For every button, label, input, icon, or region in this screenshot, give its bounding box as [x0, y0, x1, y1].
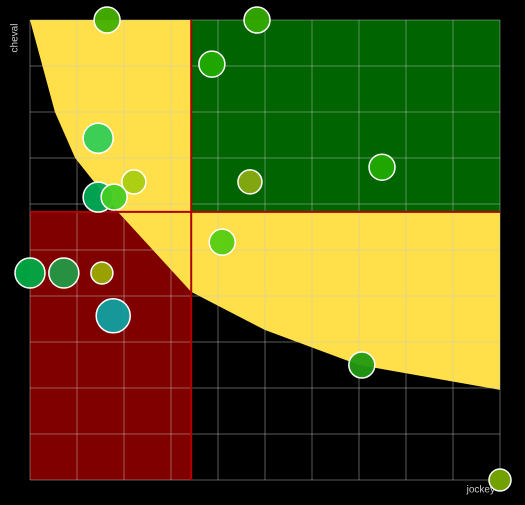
bubble — [121, 169, 147, 195]
x-axis-label: jockey — [466, 485, 495, 496]
bubble — [93, 6, 121, 34]
bubble — [368, 153, 396, 181]
bubble — [48, 257, 80, 289]
bubble — [237, 169, 263, 195]
bubble — [243, 6, 271, 34]
bubble — [82, 122, 114, 154]
bubble — [208, 228, 236, 256]
bubble — [348, 351, 376, 379]
bubble — [198, 50, 226, 78]
bubble — [95, 298, 131, 334]
bubble — [90, 261, 114, 285]
bubble — [14, 257, 46, 289]
bubble — [488, 468, 512, 492]
bubble — [100, 183, 128, 211]
y-axis-label: cheval — [10, 24, 21, 53]
